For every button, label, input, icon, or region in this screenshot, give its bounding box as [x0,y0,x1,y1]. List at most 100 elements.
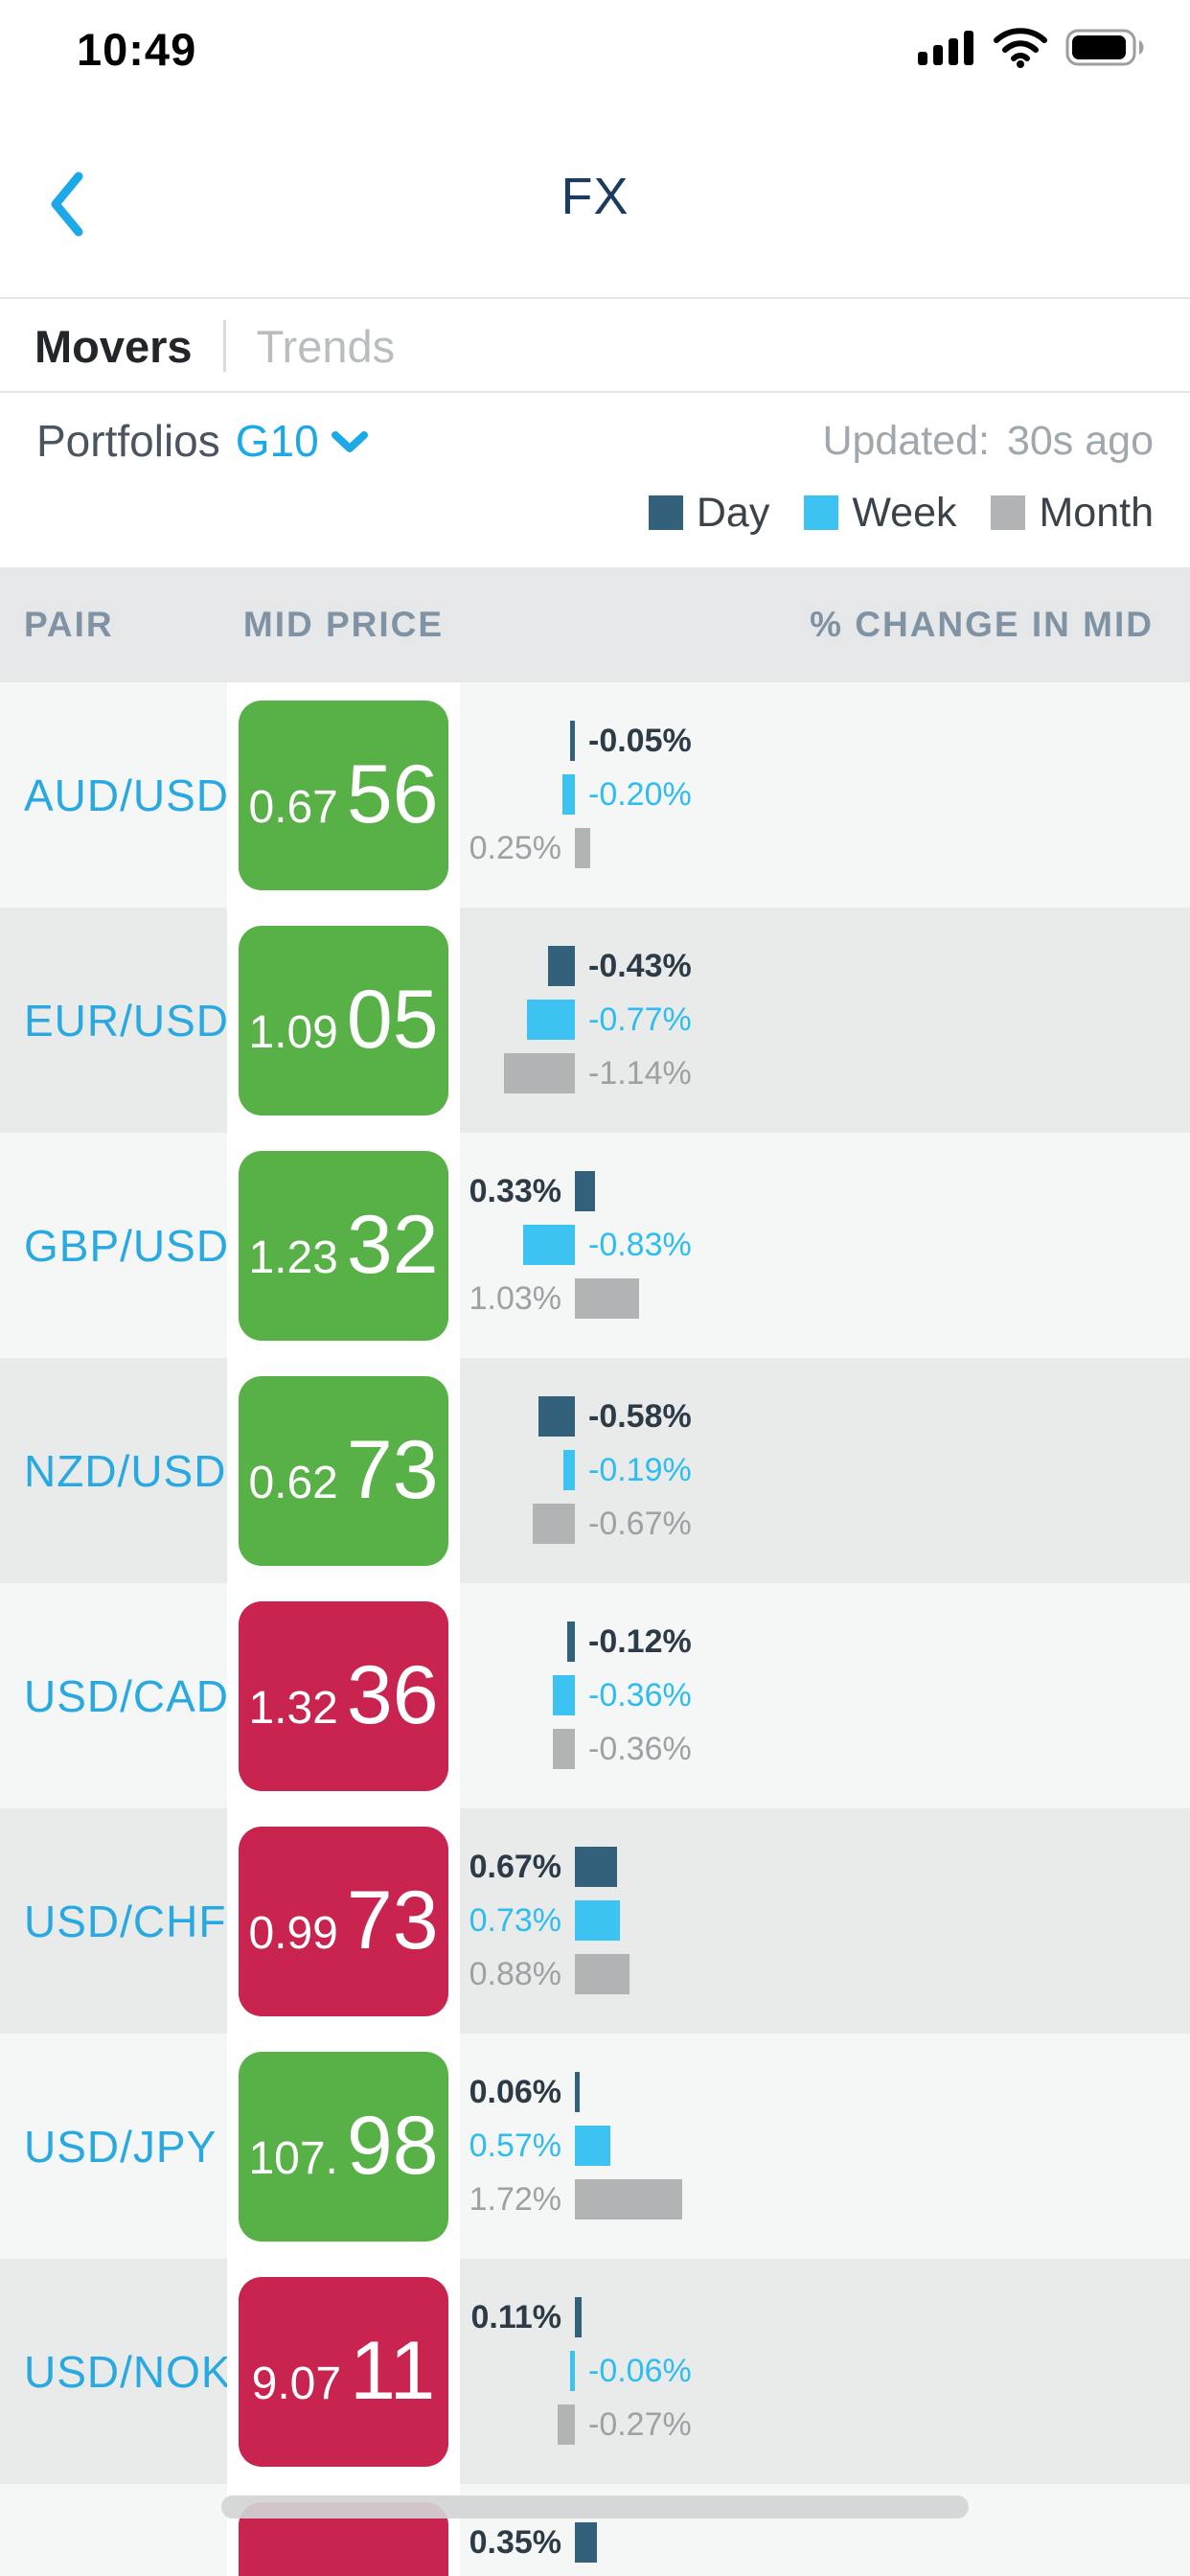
tab-movers[interactable]: Movers [34,320,193,372]
portfolios-label: Portfolios [36,416,220,466]
table-row[interactable]: AUD/USD 0.67 56 -0.05% -0.20% 0.25% [0,682,1190,908]
day-change-label: 0.35% [469,2524,561,2561]
legend-label-month: Month [1039,489,1154,536]
day-change-label: -0.58% [588,1398,692,1435]
day-bar [567,1622,575,1662]
price-cell: 1.23 32 [227,1133,460,1358]
tab-trends[interactable]: Trends [256,320,396,372]
change-bar-day: 0.33% [460,1171,1190,1211]
change-chart: 0.33% -0.83% 1.03% [460,1133,1190,1358]
change-bar-day: -0.58% [460,1396,1190,1437]
change-bar-month: -1.14% [460,1053,1190,1093]
table-row[interactable]: NZD/USD 0.62 73 -0.58% -0.19% -0.67% [0,1358,1190,1583]
battery-icon [1065,29,1146,72]
mid-price-value: 1.32 36 [248,1649,439,1741]
change-bar-day: 0.67% [460,1847,1190,1887]
change-chart: 0.11% -0.06% -0.27% [460,2259,1190,2484]
back-button[interactable] [29,163,105,249]
signal-icon [918,29,975,72]
week-bar [562,774,575,815]
pair-label[interactable]: USD/NOK [24,2346,232,2397]
mid-price-box[interactable]: 0.67 56 [239,700,448,890]
pair-label[interactable]: USD/CHF [24,1896,227,1946]
pairs-table: AUD/USD 0.67 56 -0.05% -0.20% 0.25% EUR/USD… [0,682,1190,2576]
status-bar: 10:49 [0,0,1190,96]
mid-price-box[interactable]: 9.07 11 [239,2276,448,2467]
legend-item-week: Week [804,490,956,537]
home-indicator[interactable] [221,2496,969,2518]
chevron-down-icon [331,430,369,460]
mid-price-box[interactable]: 1.32 36 [239,1600,448,1791]
month-change-label: -0.67% [588,1506,692,1542]
change-chart: -0.58% -0.19% -0.67% [460,1358,1190,1583]
pair-label[interactable]: USD/CAD [24,1670,230,1721]
week-change-label: -0.20% [588,776,692,813]
change-bar-month: 0.25% [460,828,1190,868]
change-bar-month: 1.03% [460,1278,1190,1319]
mid-price-box[interactable]: 0.99 73 [239,1826,448,2016]
change-bar-week: 0.57% [460,2126,1190,2166]
legend-item-month: Month [991,490,1154,537]
table-row[interactable]: USD/CHF 0.99 73 0.67% 0.73% 0.88% [0,1808,1190,2034]
change-bar-month: 0.88% [460,1954,1190,1994]
day-change-label: 0.06% [469,2074,561,2110]
week-bar [562,1450,575,1490]
day-bar [575,2072,580,2112]
day-bar [570,721,575,761]
pair-label[interactable]: EUR/USD [24,995,230,1046]
month-change-label: -0.27% [588,2406,692,2443]
month-bar [575,1954,630,1994]
month-change-label: 1.03% [469,1280,561,1317]
month-change-label: -0.36% [588,1731,692,1767]
mid-price-value: 1.09 05 [248,974,439,1066]
portfolio-selector[interactable]: Portfolios G10 [36,415,369,467]
change-bar-week: -0.19% [460,1450,1190,1490]
mid-price-box[interactable]: 107. 98 [239,2051,448,2242]
mid-price-box[interactable]: 1.09 05 [239,925,448,1116]
day-bar [575,1171,596,1211]
mid-price-value: 0.62 73 [248,1424,439,1516]
chevron-left-icon [48,171,86,242]
mid-price-value [339,2549,348,2576]
month-bar [558,2404,575,2445]
change-chart: -0.43% -0.77% -1.14% [460,908,1190,1133]
day-change-label: 0.33% [469,1173,561,1209]
updated-value: 30s ago [1006,417,1154,464]
week-change-label: -0.19% [588,1452,692,1488]
change-chart: -0.12% -0.36% -0.36% [460,1583,1190,1808]
week-bar [526,1000,575,1040]
mid-price-value: 1.23 32 [248,1199,439,1291]
table-row[interactable]: GBP/USD 1.23 32 0.33% -0.83% 1.03% [0,1133,1190,1358]
pair-label[interactable]: AUD/USD [24,770,230,820]
change-bar-day: 0.11% [460,2297,1190,2337]
price-cell: 0.99 73 [227,1808,460,2034]
table-header: PAIR MID PRICE % CHANGE IN MID [0,567,1190,682]
day-change-label: -0.12% [588,1623,692,1660]
tabs: Movers Trends [0,301,1190,393]
change-bar-month: -0.36% [460,1729,1190,1769]
tab-separator [222,320,226,372]
pair-cell: USD/JPY [0,2034,227,2259]
table-row[interactable]: USD/JPY 107. 98 0.06% 0.57% 1.72% [0,2034,1190,2259]
table-row[interactable]: USD/CAD 1.32 36 -0.12% -0.36% -0.36% [0,1583,1190,1808]
month-change-label: -1.14% [588,1055,692,1092]
price-cell: 1.09 05 [227,908,460,1133]
mid-price-box[interactable]: 0.62 73 [239,1375,448,1566]
week-change-label: -0.36% [588,1677,692,1714]
day-change-label: 0.67% [469,1849,561,1885]
pair-label[interactable]: NZD/USD [24,1445,227,1496]
updated-label: Updated: [822,417,990,464]
change-chart: 0.67% 0.73% 0.88% [460,1808,1190,2034]
pair-label[interactable]: USD/JPY [24,2121,217,2172]
mid-price-box[interactable]: 1.23 32 [239,1150,448,1341]
pair-label[interactable]: GBP/USD [24,1220,230,1271]
month-bar [575,828,591,868]
change-chart: 0.06% 0.57% 1.72% [460,2034,1190,2259]
table-row[interactable]: EUR/USD 1.09 05 -0.43% -0.77% -1.14% [0,908,1190,1133]
month-change-label: 0.25% [469,830,561,866]
pair-cell: EUR/USD [0,908,230,1133]
day-bar [548,946,575,986]
change-bar-month: 1.72% [460,2179,1190,2220]
price-cell: 0.62 73 [227,1358,460,1583]
table-row[interactable]: USD/NOK 9.07 11 0.11% -0.06% -0.27% [0,2259,1190,2484]
